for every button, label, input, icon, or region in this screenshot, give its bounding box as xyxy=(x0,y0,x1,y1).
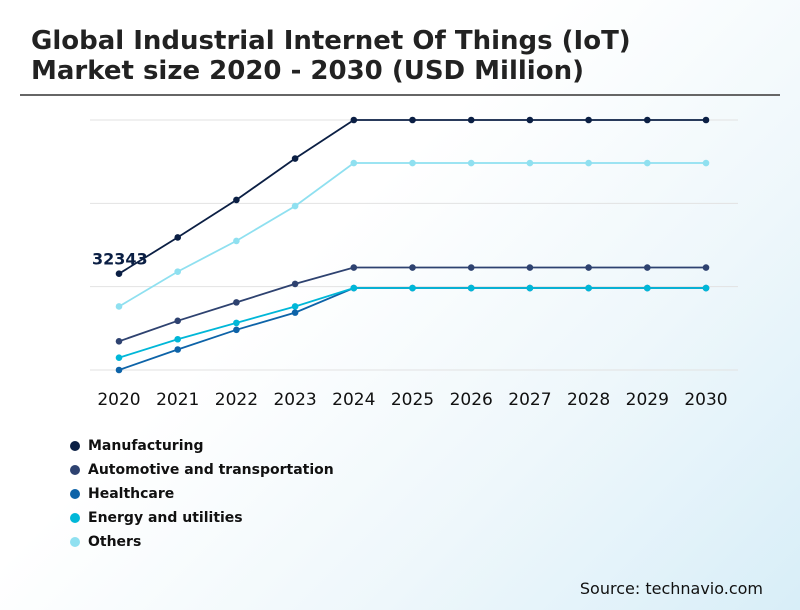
legend-swatch xyxy=(70,513,80,523)
data-point xyxy=(585,284,592,292)
x-tick-label: 2024 xyxy=(332,390,375,410)
legend-swatch xyxy=(70,441,80,451)
x-tick-label: 2023 xyxy=(273,390,316,410)
x-tick-label: 2030 xyxy=(684,390,727,410)
data-point xyxy=(115,303,123,310)
data-point xyxy=(467,264,475,271)
legend-item: Energy and utilities xyxy=(70,506,334,530)
legend-label: Healthcare xyxy=(88,486,175,502)
x-tick-label: 2026 xyxy=(450,390,493,410)
legend-item: Automotive and transportation xyxy=(70,458,334,482)
x-tick-label: 2025 xyxy=(391,390,434,410)
chart-legend: Manufacturing Automotive and transportati… xyxy=(70,434,334,554)
data-point xyxy=(115,366,123,374)
data-point xyxy=(350,116,358,124)
data-point xyxy=(702,116,710,124)
x-tick-label: 2020 xyxy=(97,390,140,410)
data-point xyxy=(115,354,123,362)
data-point xyxy=(526,264,534,271)
data-point xyxy=(233,319,240,327)
legend-label: Manufacturing xyxy=(88,438,204,454)
data-point xyxy=(350,264,358,271)
data-point xyxy=(409,264,416,271)
title-divider xyxy=(20,94,780,96)
data-point xyxy=(409,116,416,124)
x-tick-label: 2028 xyxy=(567,390,610,410)
data-point xyxy=(702,284,710,292)
data-point xyxy=(467,116,475,124)
legend-item: Healthcare xyxy=(70,482,334,506)
data-point xyxy=(174,268,181,275)
series-line-3 xyxy=(118,287,706,359)
legend-label: Energy and utilities xyxy=(88,510,243,526)
x-tick-label: 2027 xyxy=(508,390,551,410)
data-point xyxy=(526,159,534,167)
data-point xyxy=(644,264,651,271)
data-point xyxy=(174,335,181,343)
series-line-0 xyxy=(118,119,706,275)
data-point xyxy=(644,284,651,292)
data-point xyxy=(291,309,299,316)
data-point xyxy=(291,202,299,210)
data-point xyxy=(409,284,416,292)
line-chart: 2020 2021 2022 2023 2024 2025 2026 2027 2028 2029… xyxy=(90,116,738,410)
data-point xyxy=(350,284,358,292)
data-point xyxy=(467,159,475,167)
data-point xyxy=(585,264,592,271)
data-point xyxy=(115,270,123,277)
data-point xyxy=(174,234,181,241)
legend-label: Automotive and transportation xyxy=(88,462,334,478)
legend-swatch xyxy=(70,465,80,475)
data-point xyxy=(526,284,534,292)
data-point xyxy=(174,317,181,325)
data-point xyxy=(585,159,592,167)
legend-swatch xyxy=(70,489,80,499)
x-tick-label: 2021 xyxy=(156,390,199,410)
data-point xyxy=(233,196,240,204)
legend-label: Others xyxy=(88,534,142,550)
data-point xyxy=(526,116,534,124)
data-point xyxy=(174,346,181,353)
data-point xyxy=(702,264,710,271)
data-point xyxy=(644,116,651,124)
source-credit: Source: technavio.com xyxy=(579,579,763,598)
data-point xyxy=(644,159,651,167)
data-point xyxy=(585,116,592,124)
data-point xyxy=(291,155,299,162)
data-point xyxy=(702,159,710,167)
data-point xyxy=(233,326,240,334)
data-point xyxy=(409,159,416,167)
data-point xyxy=(291,280,299,288)
data-point xyxy=(291,303,299,310)
x-tick-label: 2029 xyxy=(626,390,669,410)
data-point xyxy=(233,237,240,245)
legend-item: Others xyxy=(70,530,334,554)
data-point xyxy=(115,338,123,345)
legend-swatch xyxy=(70,537,80,547)
data-point xyxy=(467,284,475,292)
series-line-2 xyxy=(118,287,706,371)
data-label: 32343 xyxy=(92,250,148,269)
chart-title: Global Industrial Internet Of Things (Io… xyxy=(31,26,631,86)
legend-item: Manufacturing xyxy=(70,434,334,458)
data-point xyxy=(233,299,240,306)
data-point xyxy=(350,159,358,167)
x-tick-label: 2022 xyxy=(215,390,258,410)
